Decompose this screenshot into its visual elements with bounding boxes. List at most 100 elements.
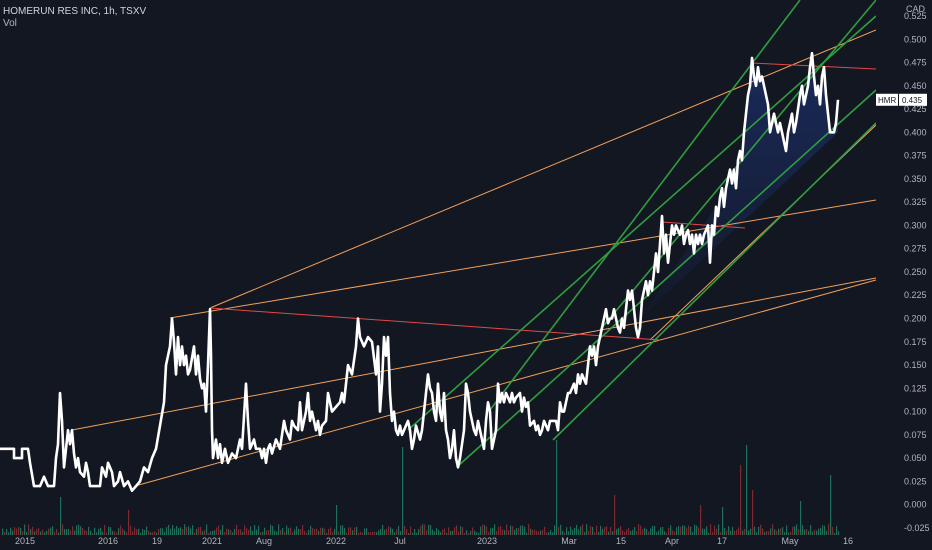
volume-bar — [358, 532, 360, 535]
volume-bar — [68, 528, 70, 535]
volume-bar — [464, 532, 466, 535]
volume-bar — [100, 527, 102, 535]
volume-bar — [734, 530, 736, 535]
volume-bar — [516, 527, 518, 535]
volume-bar — [698, 527, 700, 535]
volume-bar — [674, 531, 676, 535]
volume-bar — [756, 532, 758, 535]
volume-bar — [688, 525, 690, 535]
y-tick-label: 0.350 — [904, 174, 927, 184]
volume-bar — [528, 524, 530, 535]
volume-bar — [536, 530, 538, 535]
volume-bar — [738, 527, 740, 535]
volume-bar — [560, 524, 562, 535]
volume-bar — [360, 531, 362, 535]
volume-bar — [374, 531, 376, 535]
volume-bar — [578, 529, 580, 535]
volume-bar — [754, 526, 756, 535]
volume-bar — [382, 524, 384, 535]
volume-bar — [216, 527, 218, 535]
volume-bar — [302, 525, 304, 535]
volume-bar — [602, 528, 604, 535]
volume-bar — [136, 529, 138, 535]
volume-bar — [150, 532, 152, 535]
volume-bar — [828, 524, 830, 535]
volume-bar — [422, 524, 424, 535]
volume-bar — [182, 529, 184, 535]
price-tag-value: 0.435 — [902, 96, 923, 105]
volume-bar — [312, 528, 314, 535]
volume-bar — [452, 530, 454, 535]
volume-bar — [48, 528, 50, 535]
volume-bar — [166, 527, 168, 535]
volume-bar — [542, 529, 544, 535]
volume-bar — [670, 525, 672, 535]
volume-bar — [644, 527, 646, 535]
volume-bar — [188, 526, 190, 535]
volume-bar — [690, 526, 692, 535]
price-axis[interactable]: 0.525 0.500 0.475 0.450 0.425 0.400 0.375 0.350… — [904, 11, 930, 533]
volume-bar — [456, 525, 458, 535]
volume-bar — [288, 528, 290, 535]
volume-bar — [440, 532, 442, 535]
volume-bar — [300, 529, 302, 535]
volume-bar — [178, 528, 180, 535]
volume-bar — [702, 528, 704, 535]
symbol-title[interactable]: HOMERUN RES INC, 1h, TSXV — [3, 6, 147, 17]
volume-bar — [514, 529, 516, 535]
volume-bar — [54, 531, 56, 535]
volume-bar — [820, 527, 822, 535]
volume-bar — [344, 527, 346, 535]
volume-bar — [252, 530, 254, 535]
volume-bar — [116, 532, 118, 535]
volume-bar — [726, 530, 728, 535]
volume-bar — [38, 528, 40, 535]
volume-bar — [202, 531, 204, 535]
volume-bar — [346, 532, 348, 535]
time-axis[interactable]: 2015 2016 19 2021 Aug 2022 Jul 2023 Mar 15 Apr 17 Ma… — [15, 536, 853, 546]
price-line[interactable] — [0, 51, 840, 492]
volume-bar — [612, 531, 614, 535]
volume-bar — [266, 530, 268, 535]
volume-bar — [350, 527, 352, 535]
volume-bar — [740, 465, 742, 535]
volume-bar — [368, 532, 370, 535]
volume-bar — [666, 532, 668, 535]
volume-bar — [230, 530, 232, 535]
volume-bar — [426, 530, 428, 535]
volume-bar — [180, 527, 182, 535]
volume-bar — [330, 527, 332, 535]
volume-bar — [658, 530, 660, 535]
volume-bar — [732, 526, 734, 535]
volume-bar — [824, 525, 826, 535]
volume-bar — [778, 528, 780, 535]
trend-lines[interactable] — [71, 0, 878, 488]
volume-bar — [232, 532, 234, 535]
volume-bar — [618, 528, 620, 535]
volume-bar — [568, 531, 570, 535]
x-tick-label: 2022 — [326, 536, 346, 546]
volume-bar — [156, 532, 158, 535]
volume-bar — [470, 530, 472, 535]
volume-bar — [224, 532, 226, 535]
volume-bar — [450, 530, 452, 535]
volume-bar — [552, 532, 554, 535]
volume-bar — [436, 527, 438, 535]
volume-bar — [380, 528, 382, 535]
volume-bar — [256, 529, 258, 535]
volume-bar — [626, 529, 628, 535]
volume-bar — [144, 529, 146, 535]
chart-legend: HOMERUN RES INC, 1h, TSXV Vol — [3, 6, 146, 30]
y-tick-label: 0.500 — [904, 34, 927, 44]
volume-bar — [84, 530, 86, 535]
volume-bar — [454, 527, 456, 535]
volume-bar — [170, 528, 172, 535]
x-tick-label: 15 — [616, 536, 626, 546]
volume-bar — [420, 526, 422, 535]
volume-bar — [742, 530, 744, 535]
volume-bar — [162, 528, 164, 535]
price-tag-symbol-box — [876, 93, 898, 106]
volume-bar — [800, 501, 802, 535]
volume-bar — [788, 532, 790, 535]
